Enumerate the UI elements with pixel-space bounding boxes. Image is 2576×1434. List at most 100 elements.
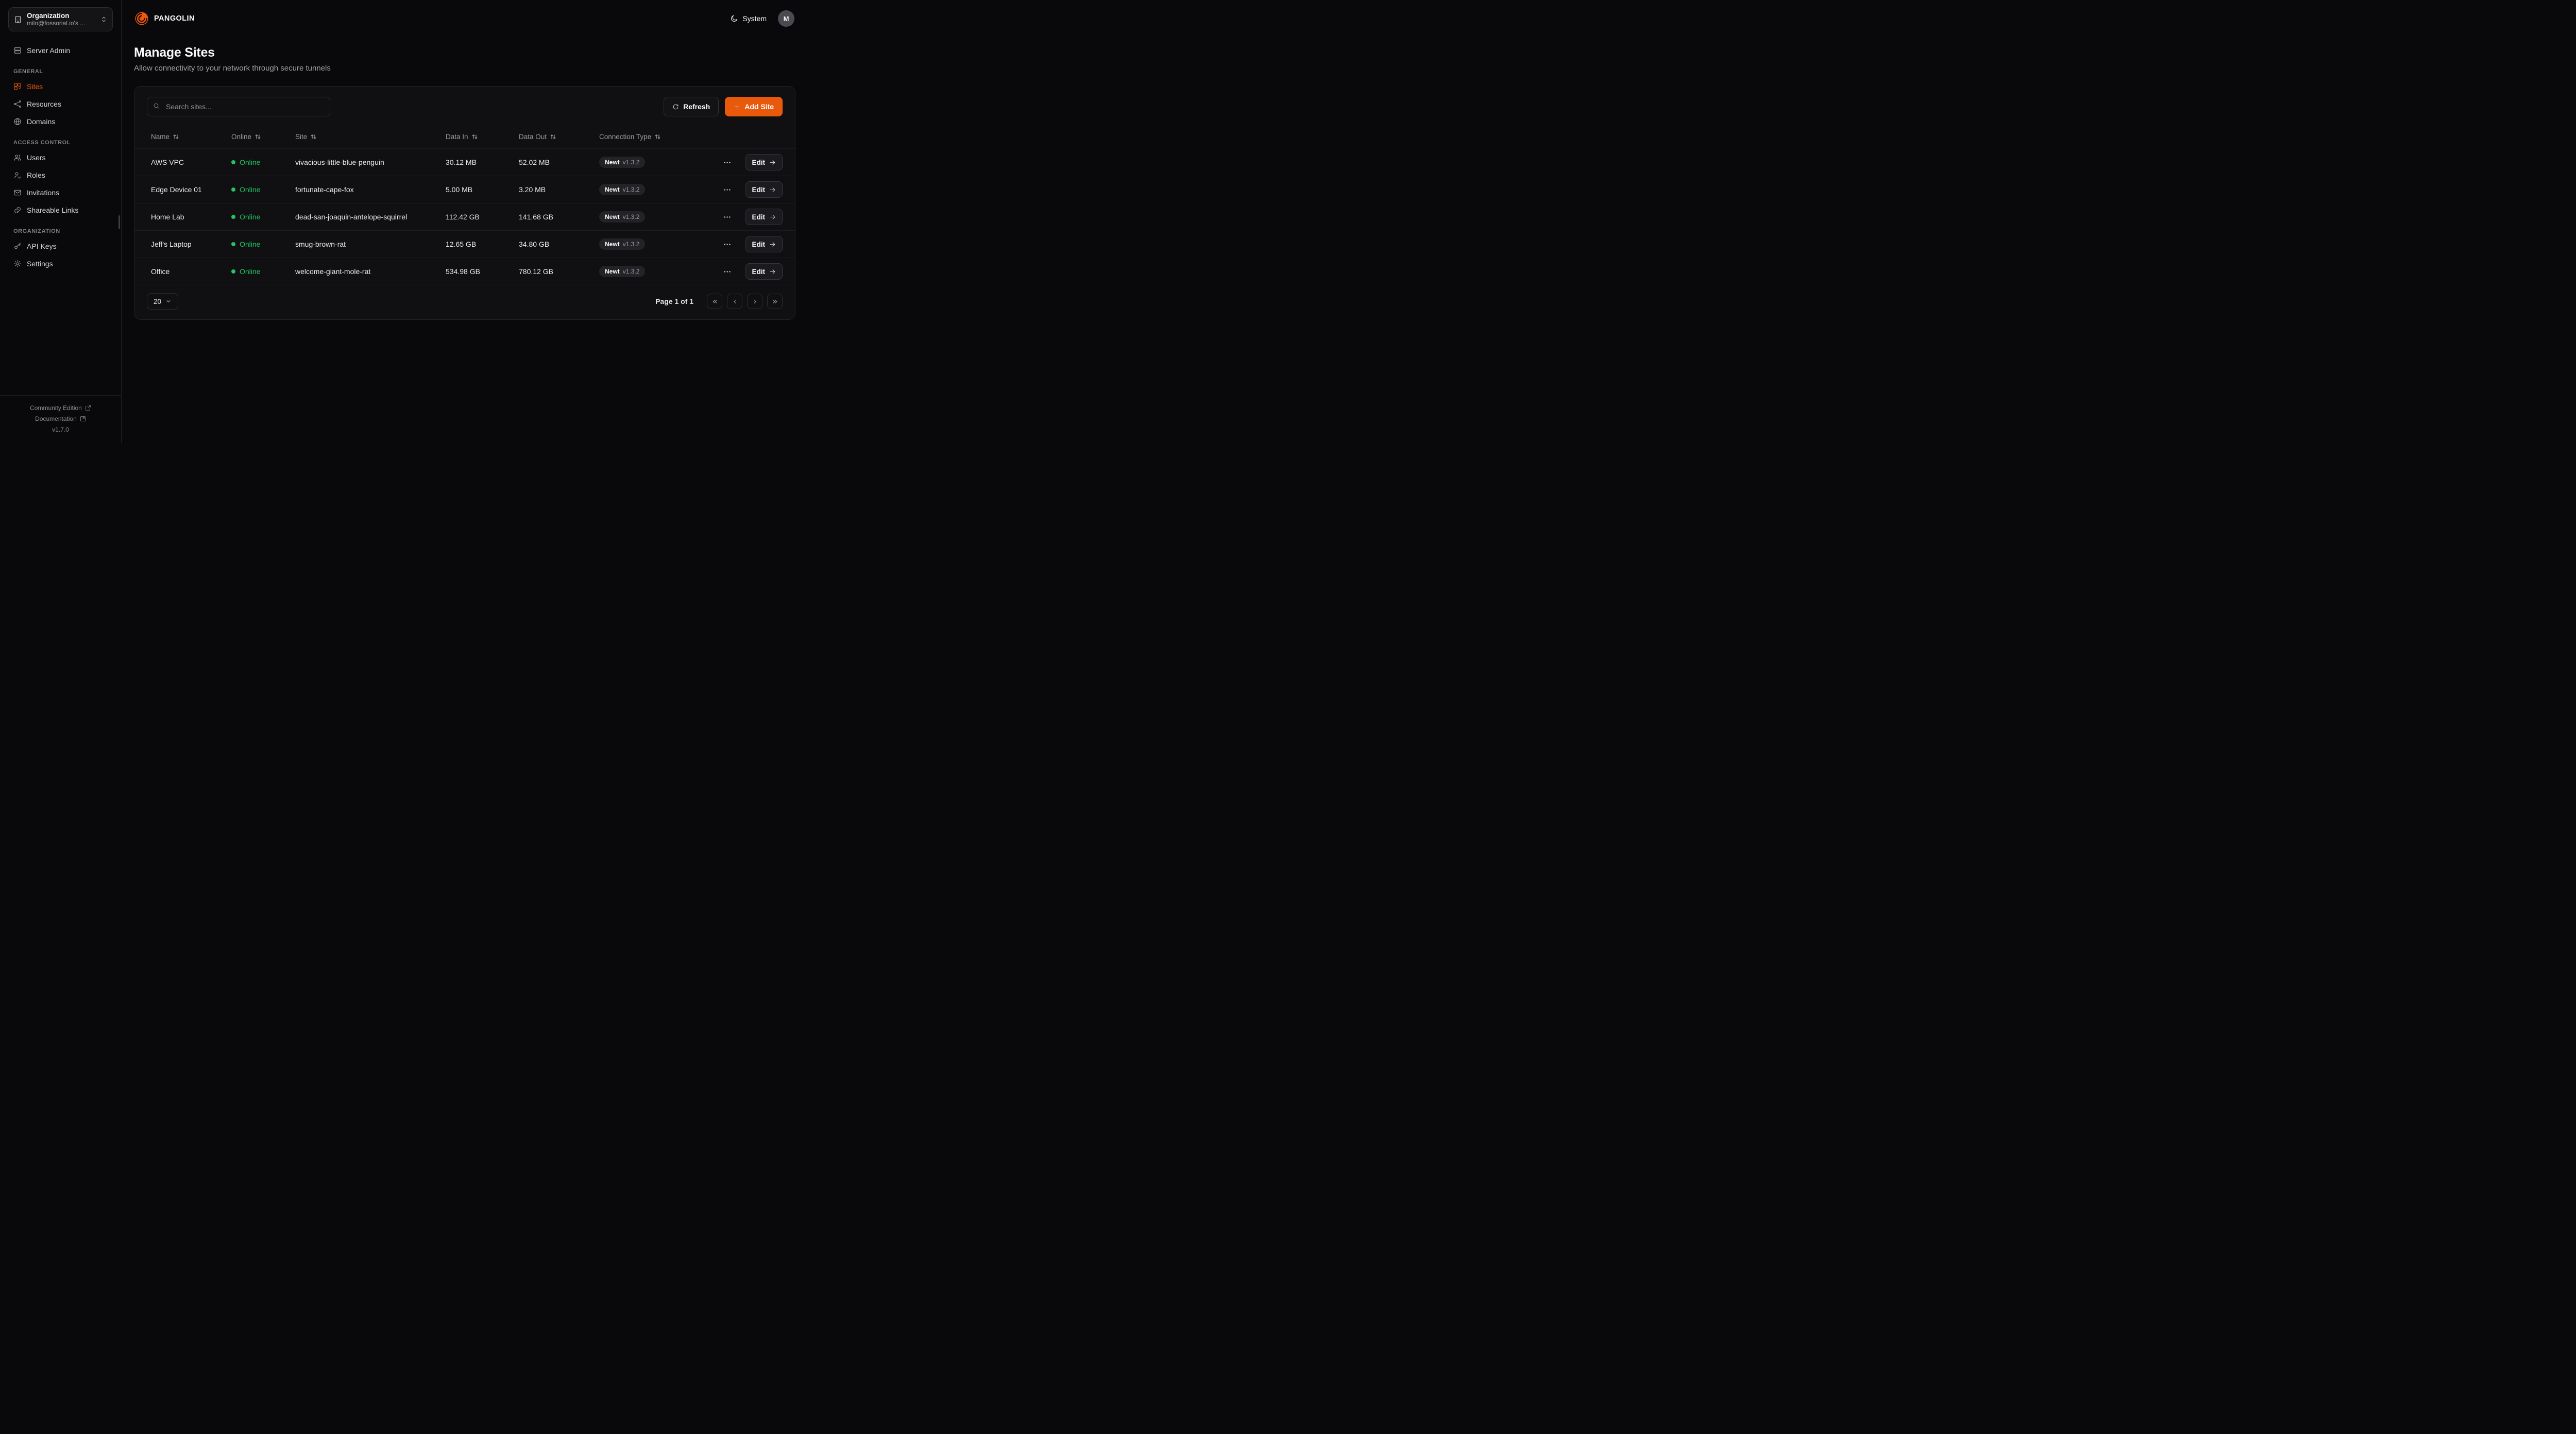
row-actions-button[interactable] <box>716 236 738 252</box>
topbar: PANGOLIN System M <box>122 0 808 37</box>
column-header-online[interactable]: Online <box>227 133 261 141</box>
sidebar-item-shareable-links[interactable]: Shareable Links <box>8 202 113 218</box>
sort-icon <box>550 134 556 139</box>
edit-label: Edit <box>752 267 766 276</box>
chevron-left-icon <box>733 299 736 303</box>
page-size-select[interactable]: 20 <box>147 293 179 310</box>
add-site-button[interactable]: Add Site <box>725 97 783 116</box>
sidebar: Organization milo@fossorial.io's ... Ser… <box>0 0 122 443</box>
edit-label: Edit <box>752 185 766 194</box>
search-wrap <box>147 97 330 116</box>
roles-icon <box>14 172 21 179</box>
card-footer: 20 Page 1 of 1 <box>134 285 795 319</box>
arrow-right-icon <box>770 160 775 165</box>
first-page-button[interactable] <box>707 294 722 309</box>
edit-label: Edit <box>752 240 766 248</box>
sidebar-item-roles[interactable]: Roles <box>8 167 113 183</box>
next-page-button[interactable] <box>747 294 762 309</box>
last-page-button[interactable] <box>767 294 783 309</box>
column-label: Site <box>295 132 308 141</box>
org-picker-text: Organization milo@fossorial.io's ... <box>27 12 96 27</box>
arrow-right-icon <box>770 242 775 247</box>
column-header-data-out[interactable]: Data Out <box>515 133 556 141</box>
documentation-label: Documentation <box>35 415 77 422</box>
cell-data-in: 12.65 GB <box>446 240 477 248</box>
column-header-name[interactable]: Name <box>147 133 179 141</box>
sidebar-item-invitations[interactable]: Invitations <box>8 184 113 201</box>
sort-icon <box>311 134 316 139</box>
card-toolbar: Refresh Add Site <box>134 87 795 125</box>
topbar-right: System M <box>730 10 794 27</box>
cell-site: welcome-giant-mole-rat <box>295 267 371 276</box>
row-actions-button[interactable] <box>716 154 738 170</box>
cell-online: Online <box>227 240 291 248</box>
page-subtitle: Allow connectivity to your network throu… <box>134 64 331 73</box>
online-status-dot <box>231 160 235 164</box>
sidebar-item-resources[interactable]: Resources <box>8 96 113 112</box>
sidebar-item-settings[interactable]: Settings <box>8 255 113 272</box>
online-status-label: Online <box>240 240 261 248</box>
column-header-site[interactable]: Site <box>291 133 317 141</box>
app-root: Organization milo@fossorial.io's ... Ser… <box>0 0 808 443</box>
edit-button[interactable]: Edit <box>745 209 783 225</box>
theme-toggle[interactable]: System <box>730 14 767 23</box>
version-label: v1.7.0 <box>52 425 69 433</box>
table-row: Edge Device 01 Online fortunate-cape-fox… <box>134 176 795 203</box>
previous-page-button[interactable] <box>727 294 742 309</box>
column-header-connection-type[interactable]: Connection Type <box>595 133 661 141</box>
cell-online: Online <box>227 267 291 276</box>
cell-data-out: 52.02 MB <box>519 158 550 166</box>
search-icon <box>154 103 159 109</box>
org-picker[interactable]: Organization milo@fossorial.io's ... <box>8 7 113 31</box>
sidebar-item-sites[interactable]: Sites <box>8 78 113 95</box>
cell-name: Edge Device 01 <box>151 185 202 194</box>
sidebar-item-label: Roles <box>27 171 45 179</box>
ellipsis-icon <box>723 243 731 245</box>
edit-button[interactable]: Edit <box>745 236 783 252</box>
cell-name: Office <box>151 267 170 276</box>
pangolin-logo-icon <box>135 12 148 25</box>
cell-site: vivacious-little-blue-penguin <box>295 158 384 166</box>
cell-connection-type: Newt v1.3.2 <box>595 266 716 277</box>
pager <box>707 294 783 309</box>
connection-type-badge: Newt v1.3.2 <box>599 184 646 195</box>
edit-button[interactable]: Edit <box>745 263 783 280</box>
refresh-button[interactable]: Refresh <box>664 97 719 116</box>
sidebar-item-label: Users <box>27 153 46 162</box>
edit-button[interactable]: Edit <box>745 181 783 198</box>
sidebar-item-api-keys[interactable]: API Keys <box>8 238 113 254</box>
row-actions-button[interactable] <box>716 181 738 198</box>
row-actions-button[interactable] <box>716 209 738 225</box>
cell-site: dead-san-joaquin-antelope-squirrel <box>295 213 408 221</box>
row-actions-button[interactable] <box>716 263 738 280</box>
org-picker-title: Organization <box>27 12 70 20</box>
client-version: v1.3.2 <box>622 241 640 248</box>
cell-site: fortunate-cape-fox <box>295 185 354 194</box>
search-input[interactable] <box>147 97 330 116</box>
community-edition-link[interactable]: Community Edition <box>0 402 121 413</box>
connection-type-badge: Newt v1.3.2 <box>599 266 646 277</box>
cell-connection-type: Newt v1.3.2 <box>595 238 716 250</box>
page-content: Manage Sites Allow connectivity to your … <box>122 37 808 320</box>
cell-data-out: 780.12 GB <box>519 267 553 276</box>
cell-data-in: 30.12 MB <box>446 158 477 166</box>
column-label: Data In <box>446 132 468 141</box>
sidebar-scrollbar[interactable] <box>118 215 120 229</box>
column-label: Connection Type <box>599 132 652 141</box>
sidebar-item-server-admin[interactable]: Server Admin <box>8 42 113 59</box>
edit-button[interactable]: Edit <box>745 154 783 170</box>
client-version: v1.3.2 <box>622 159 640 166</box>
sidebar-item-users[interactable]: Users <box>8 149 113 166</box>
column-header-data-in[interactable]: Data In <box>442 133 478 141</box>
documentation-link[interactable]: Documentation <box>0 413 121 424</box>
sort-icon <box>173 134 179 139</box>
sidebar-item-domains[interactable]: Domains <box>8 113 113 130</box>
cell-name: Home Lab <box>151 213 184 221</box>
sidebar-item-label: Domains <box>27 117 56 126</box>
theme-label: System <box>742 14 767 23</box>
sidebar-section-general: GENERAL <box>13 69 43 75</box>
mail-icon <box>14 190 21 196</box>
column-label: Online <box>231 132 252 141</box>
connection-type-badge: Newt v1.3.2 <box>599 238 646 250</box>
avatar[interactable]: M <box>778 10 794 27</box>
